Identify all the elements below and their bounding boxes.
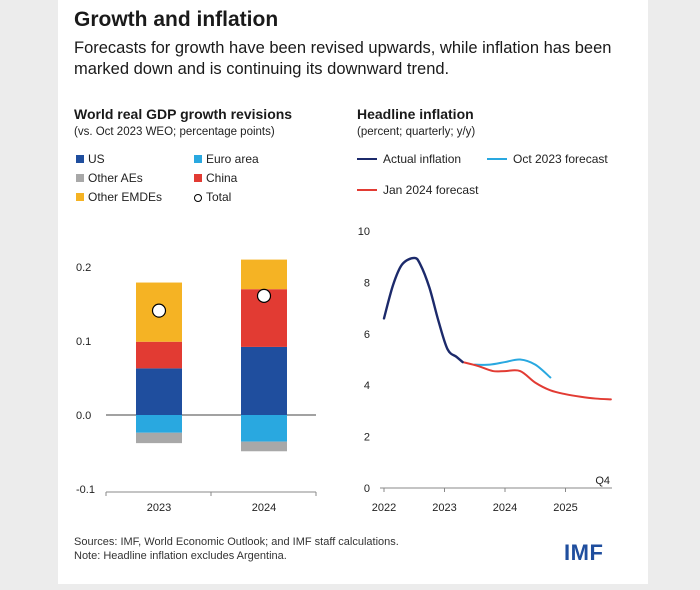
y-tick-label: 2 xyxy=(364,432,370,444)
x-tick-label: 2023 xyxy=(432,502,456,514)
legend-other-aes: Other AEs xyxy=(76,171,143,185)
legend-china-swatch xyxy=(194,174,202,182)
page-title: Growth and inflation xyxy=(74,8,279,31)
x-tick-label: 2024 xyxy=(252,502,276,514)
legend-oct-label: Oct 2023 forecast xyxy=(513,152,608,166)
legend-total-label: Total xyxy=(206,190,232,204)
q4-annotation: Q4 xyxy=(595,475,610,487)
page-subtitle: Forecasts for growth have been revised u… xyxy=(74,39,612,78)
bar-segment-euro xyxy=(136,415,182,433)
bar-segment-other_aes xyxy=(136,432,182,444)
x-tick-label: 2023 xyxy=(147,502,171,514)
bar-segment-other_aes xyxy=(241,441,287,452)
y-tick-label: 0.1 xyxy=(76,336,91,348)
legend-other-emdes-swatch xyxy=(76,193,84,201)
legend-other-emdes-label: Other EMDEs xyxy=(88,190,163,204)
y-tick-label: 8 xyxy=(364,277,370,289)
legend-other-aes-swatch xyxy=(76,174,84,182)
series-line-actual xyxy=(382,256,464,364)
legend-china-label: China xyxy=(206,171,238,185)
argentina-note: Note: Headline inflation excludes Argent… xyxy=(74,550,287,562)
legend-us-label: US xyxy=(88,152,105,166)
imf-logo: IMF xyxy=(564,540,604,565)
legend-other-aes-label: Other AEs xyxy=(88,171,143,185)
legend-us: US xyxy=(76,152,105,166)
total-marker xyxy=(151,303,167,318)
legend-oct: Oct 2023 forecast xyxy=(487,152,608,166)
left-panel-subtitle: (vs. Oct 2023 WEO; percentage points) xyxy=(74,126,275,138)
legend-oct-swatch xyxy=(487,158,507,160)
sources-note: Sources: IMF, World Economic Outlook; an… xyxy=(74,536,399,548)
bar-segment-us xyxy=(136,368,182,415)
x-tick-label: 2024 xyxy=(493,502,517,514)
legend-euro-label: Euro area xyxy=(206,152,259,166)
left-panel-title: World real GDP growth revisions xyxy=(74,106,293,122)
legend-actual: Actual inflation xyxy=(357,152,461,166)
y-tick-label: 6 xyxy=(364,329,370,341)
bar-segment-china xyxy=(136,341,182,369)
legend-us-swatch xyxy=(76,155,84,163)
right-panel-subtitle: (percent; quarterly; y/y) xyxy=(357,126,476,138)
y-tick-label: 0.2 xyxy=(76,262,91,274)
legend-actual-label: Actual inflation xyxy=(383,152,462,166)
legend-actual-swatch xyxy=(357,158,377,160)
legend-euro: Euro area xyxy=(194,152,259,166)
bar-segment-other_emdes xyxy=(241,259,287,290)
y-tick-label: 10 xyxy=(358,226,370,238)
right-panel-title: Headline inflation xyxy=(357,106,474,122)
series-line-jan xyxy=(461,361,612,401)
y-tick-label: 4 xyxy=(364,380,370,392)
legend-other-emdes: Other EMDEs xyxy=(76,190,162,204)
legend-total-marker xyxy=(194,194,202,202)
bar-segment-euro xyxy=(241,415,287,442)
legend-china: China xyxy=(194,171,237,185)
legend-jan: Jan 2024 forecast xyxy=(357,183,478,197)
legend-total: Total xyxy=(194,190,231,204)
y-tick-label: 0.0 xyxy=(76,410,91,422)
legend-euro-swatch xyxy=(194,155,202,163)
series-line-oct xyxy=(473,358,552,379)
total-marker xyxy=(256,288,272,303)
chart-card: Growth and inflation Forecasts for growt… xyxy=(58,0,648,584)
y-tick-label: 0 xyxy=(364,483,370,495)
legend-jan-label: Jan 2024 forecast xyxy=(383,183,479,197)
x-tick-label: 2022 xyxy=(372,502,396,514)
legend-jan-swatch xyxy=(357,189,377,191)
bar-segment-us xyxy=(241,346,287,415)
y-tick-label: -0.1 xyxy=(76,484,95,496)
x-tick-label: 2025 xyxy=(553,502,577,514)
